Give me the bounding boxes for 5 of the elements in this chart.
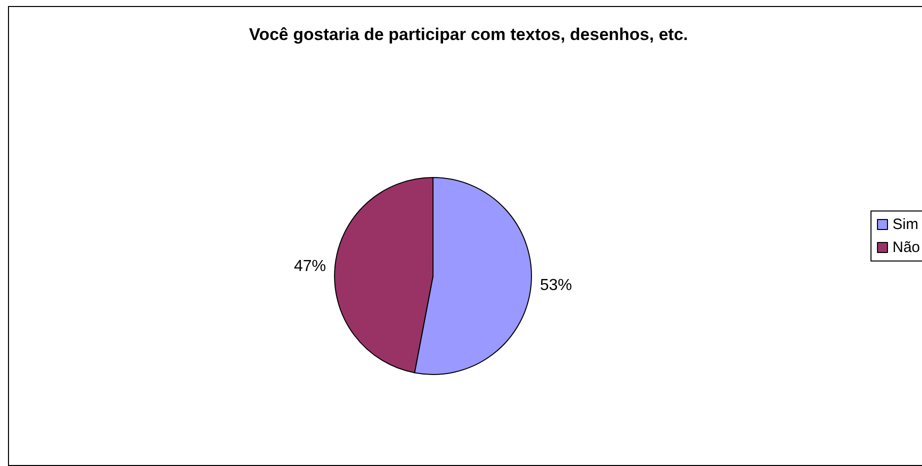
legend-label: Sim	[892, 216, 918, 233]
legend-label: Não	[892, 239, 920, 256]
chart-title: Você gostaria de participar com textos, desenhos, etc.	[249, 25, 688, 44]
data-label: 47%	[294, 258, 326, 275]
data-label: 53%	[540, 277, 572, 294]
